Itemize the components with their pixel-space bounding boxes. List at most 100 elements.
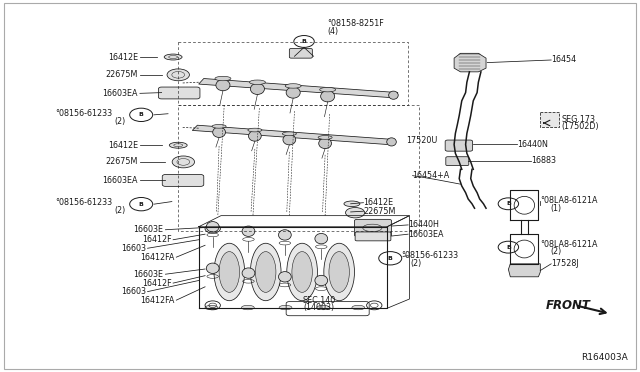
FancyBboxPatch shape <box>163 174 204 186</box>
Ellipse shape <box>167 69 189 81</box>
Text: (2): (2) <box>114 117 125 126</box>
Ellipse shape <box>250 80 266 84</box>
Ellipse shape <box>248 131 261 141</box>
Ellipse shape <box>320 87 335 92</box>
Text: °08158-8251F: °08158-8251F <box>328 19 385 28</box>
Ellipse shape <box>250 83 264 94</box>
Ellipse shape <box>387 138 396 146</box>
Ellipse shape <box>170 142 187 148</box>
Ellipse shape <box>279 305 292 310</box>
Text: (2): (2) <box>550 247 561 256</box>
Text: °08LA8-6121A: °08LA8-6121A <box>540 196 598 205</box>
Ellipse shape <box>283 135 296 145</box>
Ellipse shape <box>329 251 349 292</box>
Text: 16412F: 16412F <box>142 279 172 288</box>
Ellipse shape <box>241 305 254 310</box>
Text: (17502D): (17502D) <box>561 122 599 131</box>
Text: (1): (1) <box>550 204 561 213</box>
Text: B: B <box>139 112 143 117</box>
Ellipse shape <box>242 226 255 236</box>
Ellipse shape <box>321 91 335 102</box>
Text: 16883: 16883 <box>531 156 556 165</box>
FancyBboxPatch shape <box>355 219 392 236</box>
FancyBboxPatch shape <box>446 157 468 166</box>
Text: 16412FA: 16412FA <box>140 296 174 305</box>
Text: R164003A: R164003A <box>581 353 628 362</box>
Text: 16603E: 16603E <box>134 270 164 279</box>
Text: FRONT: FRONT <box>545 299 590 312</box>
FancyBboxPatch shape <box>355 232 391 241</box>
Text: 16412E: 16412E <box>108 52 138 61</box>
Text: 16454+A: 16454+A <box>413 171 450 180</box>
Ellipse shape <box>205 305 218 310</box>
Text: 16440N: 16440N <box>516 140 548 149</box>
Ellipse shape <box>215 76 231 81</box>
Text: (14003): (14003) <box>303 303 334 312</box>
FancyBboxPatch shape <box>289 48 312 58</box>
Ellipse shape <box>324 243 355 301</box>
Ellipse shape <box>285 84 301 88</box>
Text: (2): (2) <box>411 259 422 267</box>
Text: 16412FA: 16412FA <box>140 253 174 262</box>
Polygon shape <box>540 112 559 128</box>
Ellipse shape <box>248 128 262 132</box>
Text: °08156-61233: °08156-61233 <box>55 198 113 207</box>
Ellipse shape <box>292 251 312 292</box>
Text: 16603E: 16603E <box>134 225 164 234</box>
Text: 16603: 16603 <box>122 287 147 296</box>
Text: 22675M: 22675M <box>364 207 396 216</box>
Ellipse shape <box>242 268 255 278</box>
FancyBboxPatch shape <box>445 140 472 151</box>
Text: °08LA8-6121A: °08LA8-6121A <box>540 240 598 249</box>
Ellipse shape <box>255 251 276 292</box>
Ellipse shape <box>319 138 332 148</box>
Ellipse shape <box>206 222 219 232</box>
Text: B: B <box>139 202 143 207</box>
Text: B: B <box>388 256 393 261</box>
Text: 16603EA: 16603EA <box>102 176 138 185</box>
Text: 16412E: 16412E <box>108 141 138 150</box>
Text: 16440H: 16440H <box>408 221 439 230</box>
Polygon shape <box>454 53 486 72</box>
Ellipse shape <box>388 91 398 99</box>
FancyBboxPatch shape <box>159 87 200 99</box>
Ellipse shape <box>212 125 226 128</box>
Ellipse shape <box>352 305 365 310</box>
Text: B: B <box>506 245 511 250</box>
Text: (4): (4) <box>328 26 339 36</box>
Ellipse shape <box>206 263 219 273</box>
Text: B: B <box>301 39 307 44</box>
Ellipse shape <box>219 251 239 292</box>
Polygon shape <box>198 78 398 98</box>
Ellipse shape <box>287 243 317 301</box>
Ellipse shape <box>164 54 182 60</box>
Ellipse shape <box>282 132 296 136</box>
Ellipse shape <box>212 127 225 137</box>
Polygon shape <box>508 264 540 277</box>
Text: 16603: 16603 <box>122 244 147 253</box>
Ellipse shape <box>317 305 330 310</box>
Text: 22675M: 22675M <box>106 70 138 79</box>
Text: 16412E: 16412E <box>364 198 394 207</box>
Text: 17528J: 17528J <box>551 259 579 268</box>
Ellipse shape <box>346 208 365 218</box>
Text: 16454: 16454 <box>551 55 576 64</box>
Ellipse shape <box>286 87 300 98</box>
Ellipse shape <box>250 243 281 301</box>
Ellipse shape <box>315 234 328 244</box>
Text: 16603EA: 16603EA <box>102 89 138 98</box>
Ellipse shape <box>318 136 332 139</box>
Text: SEG.173: SEG.173 <box>561 115 595 124</box>
Ellipse shape <box>216 80 230 91</box>
Text: 22675M: 22675M <box>106 157 138 166</box>
Text: B: B <box>506 201 511 206</box>
Ellipse shape <box>278 230 291 240</box>
Text: 17520U: 17520U <box>406 136 438 145</box>
Text: 16412F: 16412F <box>142 235 172 244</box>
Ellipse shape <box>214 243 244 301</box>
Text: 16603EA: 16603EA <box>408 230 444 239</box>
Text: °08156-61233: °08156-61233 <box>402 251 459 260</box>
Polygon shape <box>192 125 392 144</box>
Ellipse shape <box>278 272 291 282</box>
Ellipse shape <box>344 201 360 206</box>
